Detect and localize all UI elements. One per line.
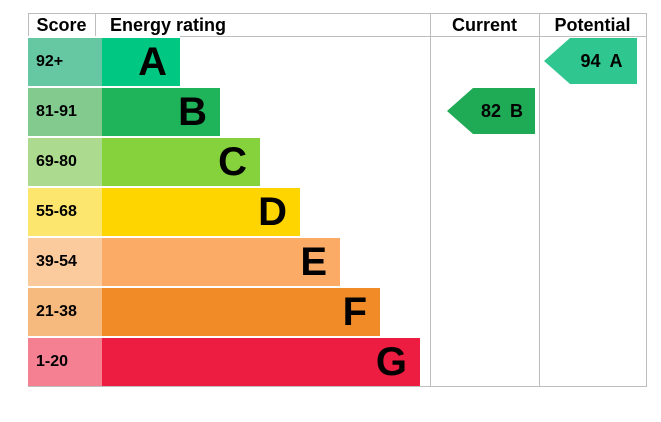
band-row: 69-80 C [28, 136, 647, 186]
grid-line-score-divider [95, 13, 96, 36]
band-score: 55-68 [28, 186, 102, 236]
band-letter: C [218, 139, 247, 184]
header-potential: Potential [554, 15, 631, 35]
grid-line-right [646, 13, 647, 387]
band-score: 81-91 [28, 86, 102, 136]
band-letter: A [138, 39, 167, 84]
band-score: 1-20 [28, 336, 102, 386]
band-row: 55-68 D [28, 186, 647, 236]
band-letter: F [342, 289, 367, 334]
band-row: 81-91 B [28, 86, 647, 136]
grid-line-header-bottom [28, 36, 647, 37]
band-bar: B [102, 86, 220, 136]
band-row: 92+ A [28, 36, 647, 86]
band-bar: E [102, 236, 340, 286]
band-bar: F [102, 286, 380, 336]
band-bar: A [102, 36, 180, 86]
band-score: 92+ [28, 36, 102, 86]
band-score: 39-54 [28, 236, 102, 286]
potential-marker-band: A [609, 50, 623, 71]
band-rows: 92+ A 81-91 B 69-80 C 55-68 D 39-54 E [28, 36, 647, 386]
band-row: 1-20 G [28, 336, 647, 386]
grid-line-current-divider [430, 13, 431, 387]
band-score: 21-38 [28, 286, 102, 336]
header-score: Score [36, 15, 87, 35]
band-letter: E [300, 239, 327, 284]
header-energy-rating: Energy rating [110, 15, 227, 35]
band-bar: D [102, 186, 300, 236]
grid-line-top [28, 13, 647, 14]
grid-line-bottom [28, 386, 647, 387]
band-bar: C [102, 136, 260, 186]
band-letter: D [258, 189, 287, 234]
header-current: Current [451, 15, 517, 35]
potential-marker-value: 94 [580, 50, 601, 71]
band-letter: B [178, 89, 207, 134]
band-score: 69-80 [28, 136, 102, 186]
band-bar: G [102, 336, 420, 386]
band-row: 39-54 E [28, 236, 647, 286]
current-marker-band: B [510, 100, 524, 121]
grid-line-potential-divider [539, 13, 540, 387]
band-row: 21-38 F [28, 286, 647, 336]
current-marker-value: 82 [480, 100, 502, 121]
band-letter: G [375, 339, 407, 384]
